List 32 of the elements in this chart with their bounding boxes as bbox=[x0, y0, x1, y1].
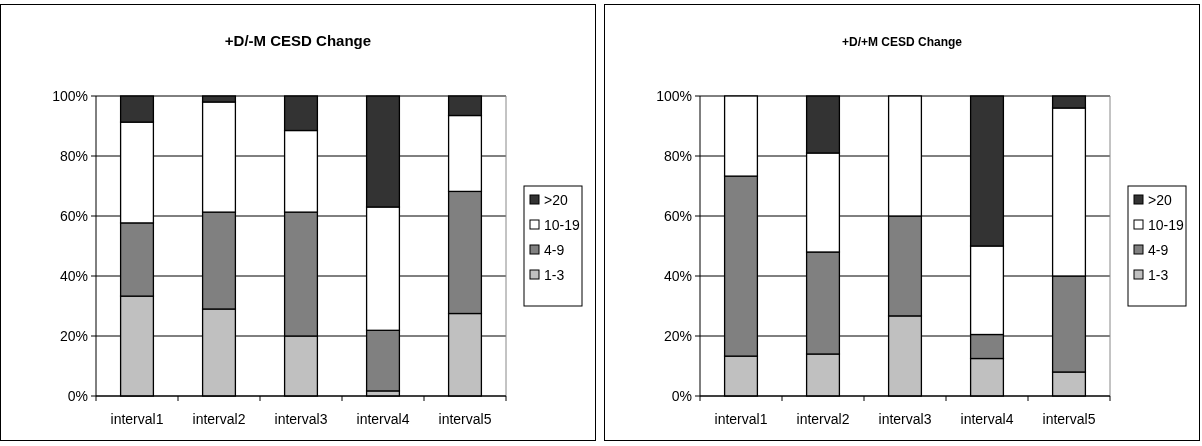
x-tick-label: interval1 bbox=[110, 411, 164, 427]
y-tick-label: 80% bbox=[59, 147, 88, 164]
legend-label: 4-9 bbox=[544, 241, 565, 258]
chart-title: +D/+M CESD Change bbox=[841, 35, 963, 49]
x-tick-label: interval3 bbox=[878, 411, 932, 427]
x-tick-label: interval2 bbox=[796, 411, 850, 427]
y-tick-label: 100% bbox=[656, 87, 692, 104]
x-tick-label: interval1 bbox=[714, 411, 768, 427]
y-tick-label: 0% bbox=[671, 387, 692, 404]
x-tick-label: interval4 bbox=[356, 411, 410, 427]
legend-label: >20 bbox=[1148, 191, 1172, 208]
x-tick-label: interval3 bbox=[274, 411, 328, 427]
legend-label: 10-19 bbox=[1148, 216, 1185, 233]
y-tick-label: 100% bbox=[52, 87, 88, 104]
x-tick-label: interval5 bbox=[438, 411, 492, 427]
legend-label: 4-9 bbox=[1148, 241, 1169, 258]
y-tick-label: 20% bbox=[663, 327, 692, 344]
y-tick-label: 40% bbox=[59, 267, 88, 284]
y-tick-label: 40% bbox=[663, 267, 692, 284]
x-tick-label: interval4 bbox=[960, 411, 1014, 427]
y-tick-label: 0% bbox=[67, 387, 88, 404]
x-tick-label: interval5 bbox=[1042, 411, 1096, 427]
x-tick-label: interval2 bbox=[192, 411, 246, 427]
y-tick-label: 60% bbox=[663, 207, 692, 224]
legend-label: 10-19 bbox=[544, 216, 581, 233]
y-tick-label: 20% bbox=[59, 327, 88, 344]
y-tick-label: 60% bbox=[59, 207, 88, 224]
legend-label: >20 bbox=[544, 191, 568, 208]
chart-title: +D/-M CESD Change bbox=[224, 32, 372, 49]
legend-label: 1-3 bbox=[544, 266, 565, 283]
legend-label: 1-3 bbox=[1148, 266, 1169, 283]
y-tick-label: 80% bbox=[663, 147, 692, 164]
